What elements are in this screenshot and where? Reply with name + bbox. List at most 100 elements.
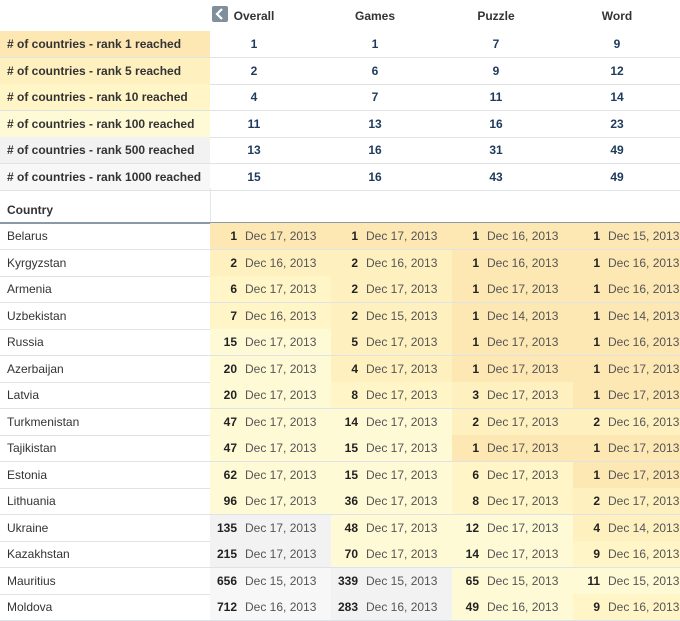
summary-row-label: # of countries - rank 500 reached	[0, 137, 210, 163]
summary-value-games: 6	[371, 63, 379, 78]
rank-date: Dec 17, 2013	[245, 547, 317, 561]
country-name[interactable]: Tajikistan	[7, 441, 57, 455]
rank-cell-games: 36 Dec 17, 2013	[331, 488, 452, 514]
country-name[interactable]: Azerbaijan	[7, 361, 64, 376]
rank-date: Dec 17, 2013	[366, 494, 438, 508]
rank-date: Dec 17, 2013	[366, 282, 438, 296]
rank-value: 96	[223, 494, 237, 508]
rank-value: 283	[337, 600, 358, 614]
summary-row-label: # of countries - rank 10 reached	[0, 84, 210, 110]
rank-value: 14	[465, 547, 479, 561]
rank-value: 3	[472, 388, 479, 402]
rank-value: 47	[223, 414, 237, 429]
rank-cell-word: 1 Dec 14, 2013	[573, 302, 680, 329]
rank-cell-puzzle: 6 Dec 17, 2013	[452, 461, 573, 488]
column-header-word[interactable]: Word	[601, 9, 633, 23]
rank-date: Dec 16, 2013	[366, 255, 438, 270]
rank-cell-word: 9 Dec 16, 2013	[573, 541, 680, 567]
rank-value: 12	[465, 520, 479, 535]
rank-date: Dec 17, 2013	[487, 520, 559, 535]
rank-value: 1	[472, 255, 479, 270]
rank-cell-games: 70 Dec 17, 2013	[331, 541, 452, 567]
rank-value: 1	[472, 441, 479, 455]
summary-value-puzzle: 11	[489, 90, 503, 104]
country-name[interactable]: Moldova	[7, 600, 53, 614]
rank-cell-puzzle: 1 Dec 16, 2013	[452, 249, 573, 276]
summary-row: # of countries - rank 10 reached 4 7 11 14	[0, 84, 680, 111]
country-name[interactable]: Ukraine	[7, 520, 49, 535]
rank-cell-puzzle: 14 Dec 17, 2013	[452, 541, 573, 567]
rank-value: 1	[593, 255, 600, 270]
rank-date: Dec 17, 2013	[245, 441, 317, 455]
column-header-puzzle[interactable]: Puzzle	[477, 9, 515, 23]
rank-value: 1	[593, 308, 600, 323]
column-header-games[interactable]: Games	[354, 9, 396, 23]
rank-value: 215	[216, 547, 237, 561]
rank-date: Dec 16, 2013	[608, 255, 680, 270]
rank-cell-word: 2 Dec 17, 2013	[573, 488, 680, 514]
back-button[interactable]	[212, 6, 228, 22]
rank-value: 1	[593, 361, 600, 376]
country-name[interactable]: Armenia	[7, 282, 52, 296]
rank-value: 6	[472, 467, 479, 482]
rank-value: 2	[351, 308, 358, 323]
rank-value: 1	[472, 361, 479, 376]
rank-value: 339	[337, 573, 358, 588]
rank-cell-overall: 47 Dec 17, 2013	[210, 408, 331, 435]
country-name[interactable]: Turkmenistan	[7, 414, 80, 429]
rank-date: Dec 16, 2013	[245, 308, 317, 323]
rank-date: Dec 16, 2013	[245, 600, 317, 614]
summary-value-puzzle: 7	[492, 37, 500, 51]
rank-value: 48	[344, 520, 358, 535]
rank-value: 8	[472, 494, 479, 508]
country-name[interactable]: Kazakhstan	[7, 547, 70, 561]
country-name[interactable]: Estonia	[7, 467, 48, 482]
table-row: Turkmenistan 47 Dec 17, 2013 14 Dec 17, 2013…	[0, 408, 680, 436]
rank-date: Dec 17, 2013	[487, 335, 559, 349]
rank-cell-overall: 712 Dec 16, 2013	[210, 594, 331, 620]
rank-cell-overall: 2 Dec 16, 2013	[210, 249, 331, 276]
summary-value-overall: 13	[247, 143, 261, 157]
rank-date: Dec 15, 2013	[608, 573, 680, 588]
rank-cell-puzzle: 12 Dec 17, 2013	[452, 514, 573, 541]
column-header-overall[interactable]: Overall	[233, 9, 275, 23]
summary-value-overall: 1	[250, 37, 258, 51]
country-name[interactable]: Uzbekistan	[7, 308, 67, 323]
rank-value: 20	[223, 361, 237, 376]
summary-row-label: # of countries - rank 1000 reached	[0, 163, 210, 190]
rank-value: 1	[593, 388, 600, 402]
rank-cell-puzzle: 8 Dec 17, 2013	[452, 488, 573, 514]
rank-date: Dec 16, 2013	[608, 335, 680, 349]
rank-cell-overall: 15 Dec 17, 2013	[210, 329, 331, 355]
rank-cell-word: 4 Dec 14, 2013	[573, 514, 680, 541]
country-name[interactable]: Latvia	[7, 388, 40, 402]
rank-cell-word: 1 Dec 17, 2013	[573, 382, 680, 408]
rank-cell-games: 2 Dec 17, 2013	[331, 276, 452, 302]
summary-row: # of countries - rank 500 reached 13 16 31 4…	[0, 137, 680, 164]
rank-date: Dec 17, 2013	[245, 467, 317, 482]
rank-value: 62	[223, 467, 237, 482]
country-name[interactable]: Lithuania	[7, 494, 56, 508]
summary-value-games: 7	[371, 90, 379, 104]
rank-value: 2	[230, 255, 237, 270]
summary-value-word: 49	[610, 169, 624, 184]
rank-cell-games: 339 Dec 15, 2013	[331, 567, 452, 594]
rank-cell-puzzle: 1 Dec 17, 2013	[452, 276, 573, 302]
rank-value: 1	[472, 229, 479, 243]
country-column-label[interactable]: Country	[7, 203, 53, 217]
rank-date: Dec 14, 2013	[608, 308, 680, 323]
rank-cell-puzzle: 3 Dec 17, 2013	[452, 382, 573, 408]
rank-value: 1	[593, 467, 600, 482]
country-name[interactable]: Russia	[7, 335, 44, 349]
summary-row: # of countries - rank 1000 reached 15 16 43…	[0, 163, 680, 191]
rank-cell-puzzle: 1 Dec 16, 2013	[452, 223, 573, 249]
country-name[interactable]: Mauritius	[7, 573, 56, 588]
country-name[interactable]: Kyrgyzstan	[7, 255, 67, 270]
rank-date: Dec 17, 2013	[487, 547, 559, 561]
rank-date: Dec 15, 2013	[366, 573, 438, 588]
rank-cell-puzzle: 2 Dec 17, 2013	[452, 408, 573, 435]
table-row: Estonia 62 Dec 17, 2013 15 Dec 17, 2013 6 Dec …	[0, 461, 680, 489]
rank-date: Dec 16, 2013	[366, 600, 438, 614]
country-name[interactable]: Belarus	[7, 229, 48, 243]
rank-date: Dec 17, 2013	[245, 520, 317, 535]
